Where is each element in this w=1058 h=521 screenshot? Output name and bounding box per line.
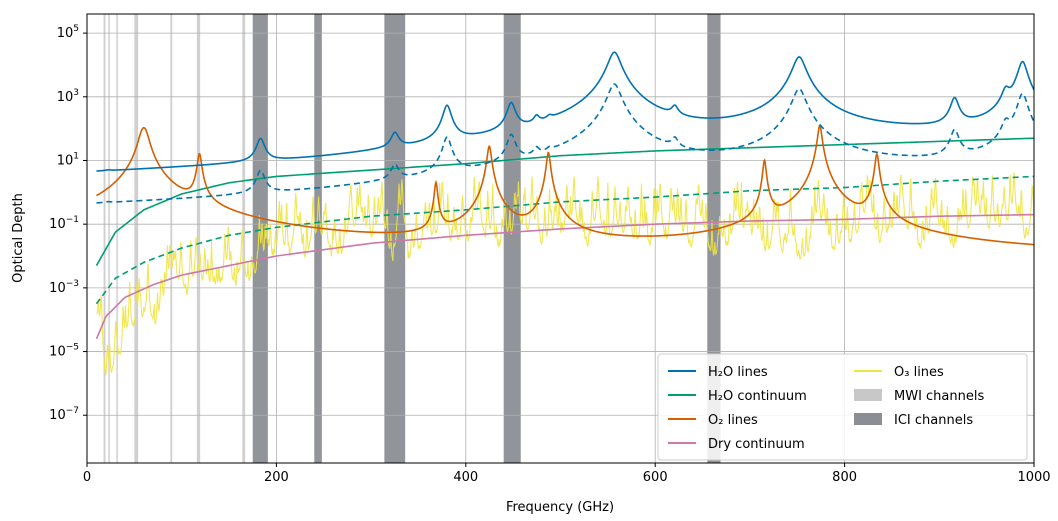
- legend-label: H₂O continuum: [708, 389, 807, 404]
- y-tick-label: 10−5: [49, 343, 79, 360]
- legend-label: MWI channels: [894, 389, 984, 404]
- h2o-lines-series: [96, 51, 1034, 172]
- h2o-continuum-series: [95, 137, 1034, 266]
- y-tick-label: 105: [57, 24, 79, 41]
- mwi-channel-band: [116, 14, 118, 463]
- x-axis-label: Frequency (GHz): [506, 500, 614, 515]
- legend: H₂O lines H₂O continuum O₂ lines Dry contin…: [657, 353, 1028, 461]
- legend-label: ICI channels: [894, 413, 973, 428]
- series: [95, 51, 1034, 376]
- mwi-channel-band: [108, 14, 110, 463]
- legend-box: [657, 353, 1028, 461]
- x-tick-label: 800: [832, 470, 857, 485]
- legend-swatch: [854, 389, 882, 401]
- y-tick-label: 10−1: [49, 215, 79, 232]
- y-tick-label: 10−7: [49, 406, 79, 423]
- ici-channel-band: [314, 14, 322, 463]
- mwi-channel-band: [134, 14, 139, 463]
- o2-lines-series: [96, 124, 1034, 246]
- x-tick-label: 200: [264, 470, 289, 485]
- y-tick-label: 10−3: [49, 279, 79, 296]
- mwi-channel-band: [103, 14, 106, 463]
- mwi-channel-band: [196, 14, 201, 463]
- y-axis-label: Optical Depth: [11, 193, 26, 283]
- mwi-channel-band: [170, 14, 173, 463]
- legend-swatch: [854, 413, 882, 425]
- dry-continuum-series: [95, 213, 1034, 340]
- h2o-continuum-dashed-series: [95, 175, 1034, 305]
- legend-label: H₂O lines: [708, 365, 768, 380]
- y-tick-label: 103: [57, 88, 79, 105]
- ici-channel-band: [707, 14, 721, 463]
- legend-label: O₃ lines: [894, 365, 944, 380]
- ici-channel-band: [503, 14, 521, 463]
- o3-lines-series: [96, 172, 1034, 376]
- h2o-lines-dashed-series: [96, 83, 1034, 204]
- x-tick-label: 600: [643, 470, 668, 485]
- x-tick-label: 400: [453, 470, 478, 485]
- x-tick-label: 0: [83, 470, 91, 485]
- mwi-channel-band: [242, 14, 246, 463]
- axis-ticks: 0 200 400 600 800 1000 10−7 10−5 10−3 10−1 101 103 1…: [49, 24, 1050, 485]
- x-tick-label: 1000: [1017, 470, 1050, 485]
- ici-channel-band: [384, 14, 406, 463]
- legend-label: Dry continuum: [708, 437, 805, 452]
- y-tick-label: 101: [57, 151, 79, 168]
- plot-frame: [86, 13, 1035, 464]
- legend-label: O₂ lines: [708, 413, 758, 428]
